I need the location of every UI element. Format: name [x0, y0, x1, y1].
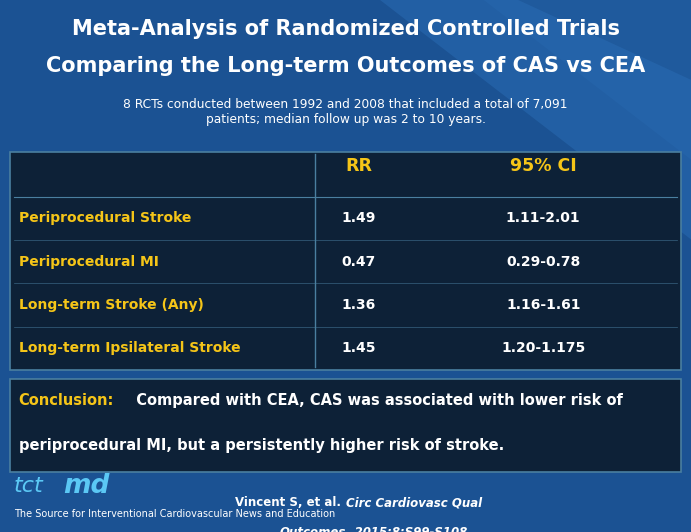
- Text: Circ Cardiovasc Qual: Circ Cardiovasc Qual: [346, 496, 482, 509]
- Text: Long-term Ipsilateral Stroke: Long-term Ipsilateral Stroke: [19, 341, 240, 355]
- Text: RR: RR: [346, 157, 372, 175]
- Text: The Source for Interventional Cardiovascular News and Education: The Source for Interventional Cardiovasc…: [14, 509, 335, 519]
- Text: 1.11-2.01: 1.11-2.01: [506, 211, 580, 226]
- Text: 95% CI: 95% CI: [510, 157, 576, 175]
- Text: md: md: [64, 473, 110, 498]
- Polygon shape: [484, 0, 691, 160]
- Text: 1.45: 1.45: [341, 341, 376, 355]
- Text: Vincent S, et al.: Vincent S, et al.: [236, 496, 346, 509]
- Bar: [10, 152, 681, 370]
- Text: 0.47: 0.47: [342, 255, 376, 269]
- Text: 1.16-1.61: 1.16-1.61: [506, 298, 580, 312]
- Text: Periprocedural MI: Periprocedural MI: [19, 255, 158, 269]
- Text: 1.49: 1.49: [342, 211, 376, 226]
- Text: Comparing the Long-term Outcomes of CAS vs CEA: Comparing the Long-term Outcomes of CAS …: [46, 56, 645, 76]
- Text: periprocedural MI, but a persistently higher risk of stroke.: periprocedural MI, but a persistently hi…: [19, 438, 504, 453]
- Text: Compared with CEA, CAS was associated with lower risk of: Compared with CEA, CAS was associated wi…: [126, 393, 623, 408]
- Text: Conclusion:: Conclusion:: [19, 393, 114, 408]
- Text: 8 RCTs conducted between 1992 and 2008 that included a total of 7,091
patients; : 8 RCTs conducted between 1992 and 2008 t…: [123, 98, 568, 127]
- Polygon shape: [380, 0, 691, 239]
- Text: 0.29-0.78: 0.29-0.78: [506, 255, 580, 269]
- Bar: [10, 379, 681, 472]
- Text: Outcomes: Outcomes: [279, 526, 346, 532]
- Text: Meta-Analysis of Randomized Controlled Trials: Meta-Analysis of Randomized Controlled T…: [71, 19, 620, 39]
- Text: Periprocedural Stroke: Periprocedural Stroke: [19, 211, 191, 226]
- Text: 1.20-1.175: 1.20-1.175: [501, 341, 585, 355]
- Text: tct: tct: [14, 476, 44, 496]
- Text: . 2015;8:S99-S108.: . 2015;8:S99-S108.: [346, 526, 471, 532]
- Text: Long-term Stroke (Any): Long-term Stroke (Any): [19, 298, 204, 312]
- Text: 1.36: 1.36: [342, 298, 376, 312]
